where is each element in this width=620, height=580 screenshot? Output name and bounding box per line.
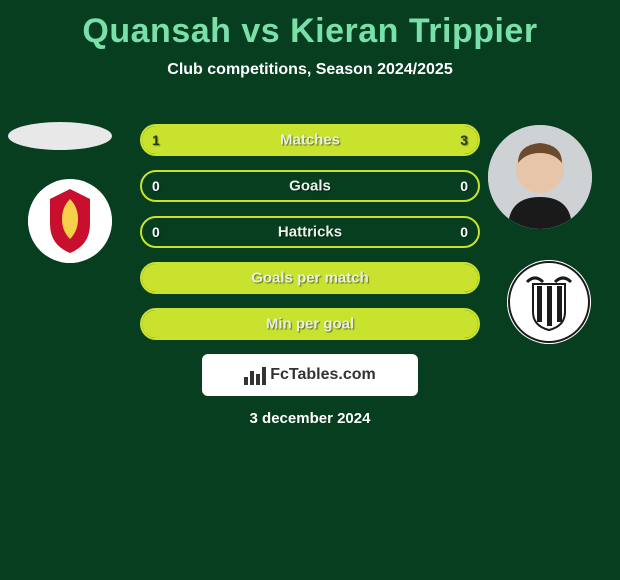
player-left-avatar xyxy=(8,122,112,150)
brand-bars-icon xyxy=(244,365,266,385)
page-title: Quansah vs Kieran Trippier xyxy=(0,0,620,51)
subtitle: Club competitions, Season 2024/2025 xyxy=(0,61,620,79)
brand-box[interactable]: FcTables.com xyxy=(202,354,418,396)
club-crest-right xyxy=(507,260,591,344)
stat-value-left: 0 xyxy=(152,178,160,194)
stat-row: Goals per match xyxy=(140,262,480,294)
stat-value-right: 0 xyxy=(460,178,468,194)
stat-row: 0 0 Hattricks xyxy=(140,216,480,248)
stat-value-left: 0 xyxy=(152,224,160,240)
brand-text: FcTables.com xyxy=(270,366,376,384)
player-right-avatar xyxy=(488,125,592,229)
stat-row: Min per goal xyxy=(140,308,480,340)
stat-label: Matches xyxy=(280,132,340,149)
stat-value-left: 1 xyxy=(152,132,160,148)
stat-row: 1 3 Matches xyxy=(140,124,480,156)
stat-label: Hattricks xyxy=(278,224,342,241)
stats-area: 1 3 Matches 0 0 Goals 0 0 Hattricks Goals per mat… xyxy=(140,124,480,354)
club-crest-left xyxy=(28,179,112,263)
date-line: 3 december 2024 xyxy=(250,410,371,427)
stat-value-right: 0 xyxy=(460,224,468,240)
stat-value-right: 3 xyxy=(460,132,468,148)
bar-right xyxy=(226,126,478,154)
stat-label: Goals xyxy=(289,178,331,195)
stat-label: Min per goal xyxy=(266,316,354,333)
stat-label: Goals per match xyxy=(251,270,369,287)
stat-row: 0 0 Goals xyxy=(140,170,480,202)
